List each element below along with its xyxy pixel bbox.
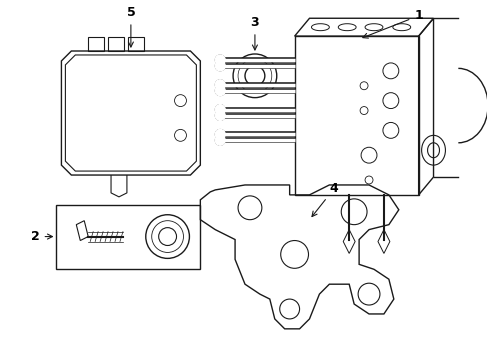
- Text: 2: 2: [31, 230, 52, 243]
- Circle shape: [215, 86, 224, 96]
- Circle shape: [215, 135, 224, 145]
- Circle shape: [215, 111, 224, 121]
- Bar: [56, 205, 200, 269]
- Text: 5: 5: [126, 6, 135, 47]
- Circle shape: [215, 61, 224, 71]
- Text: 1: 1: [362, 9, 422, 38]
- Text: 4: 4: [311, 182, 338, 217]
- Circle shape: [215, 80, 224, 90]
- Text: 3: 3: [250, 16, 259, 50]
- Circle shape: [215, 129, 224, 139]
- Circle shape: [215, 105, 224, 114]
- Circle shape: [215, 55, 224, 65]
